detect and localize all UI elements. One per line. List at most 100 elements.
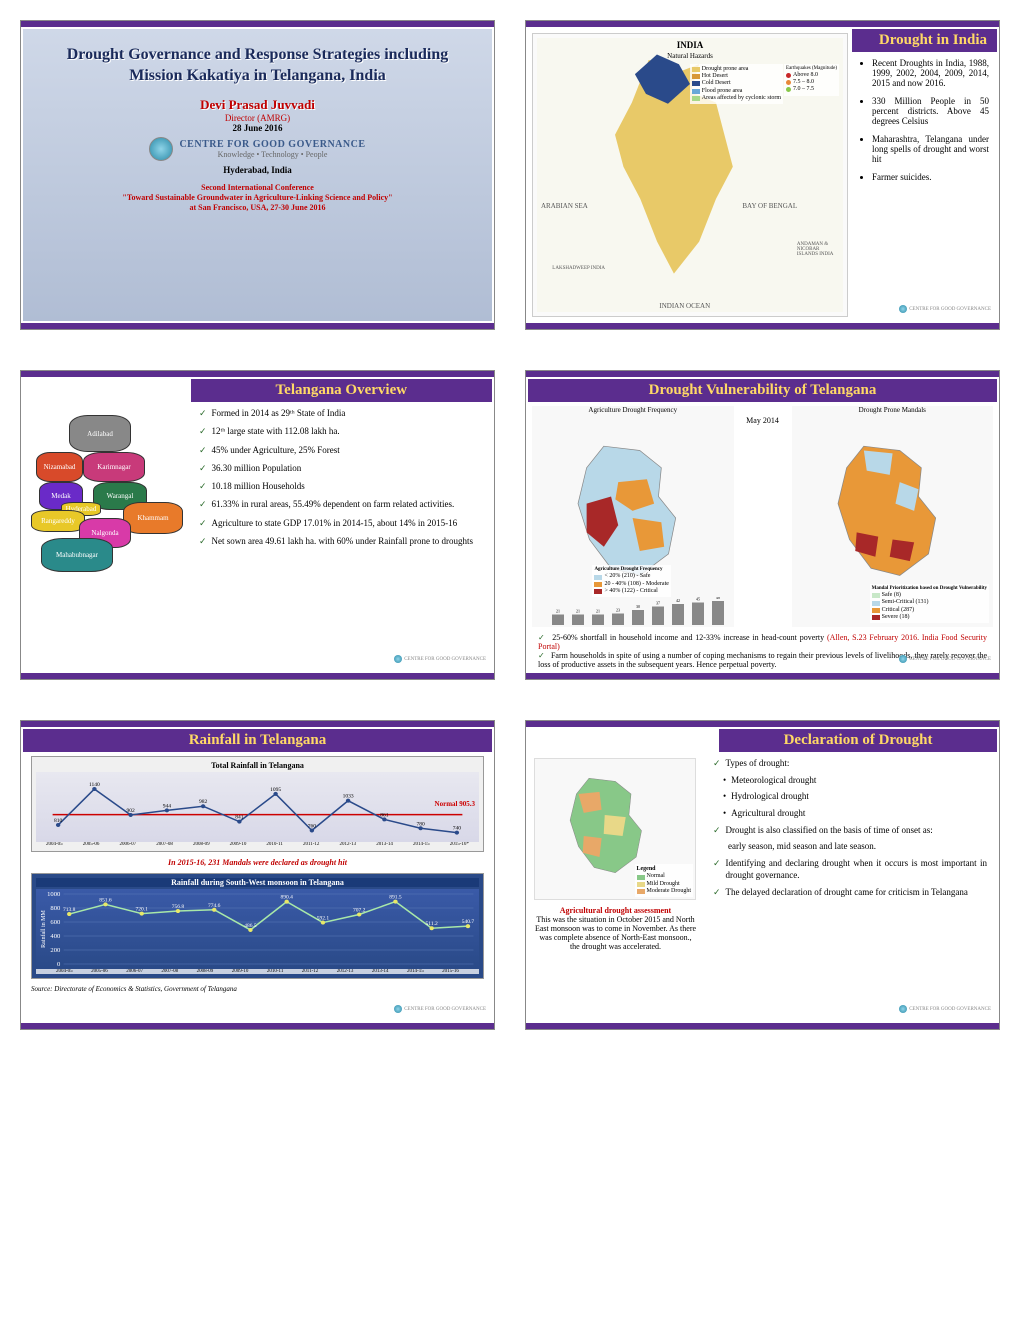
svg-text:740: 740 — [453, 826, 462, 832]
drought-note: In 2015-16, 231 Mandals were declared as… — [23, 858, 492, 867]
svg-text:1000: 1000 — [47, 891, 60, 898]
district-rangareddy: Rangareddy — [31, 510, 85, 532]
svg-text:982: 982 — [199, 799, 208, 805]
svg-text:37: 37 — [656, 601, 660, 606]
district-khammam: Khammam — [123, 502, 183, 534]
svg-text:21: 21 — [556, 609, 560, 614]
map-left-title: Agriculture Drought Frequency — [532, 406, 734, 414]
map-drought-prone: Drought Prone Mandals Mandal Prioritizat… — [792, 406, 994, 627]
svg-text:511.2: 511.2 — [426, 921, 439, 927]
overview-item: ✓Net sown area 49.61 lakh ha. with 60% u… — [199, 536, 482, 547]
svg-text:720.1: 720.1 — [135, 907, 148, 913]
svg-text:1033: 1033 — [343, 794, 354, 800]
overview-list: ✓Formed in 2014 as 29ᵗʰ State of India✓1… — [199, 402, 492, 671]
legend-frequency: Agriculture Drought Frequency< 20% (210)… — [592, 565, 670, 597]
overview-item: ✓36.30 million Population — [199, 463, 482, 474]
svg-text:800: 800 — [50, 905, 60, 912]
slide-telangana-overview: Telangana Overview AdilabadNizamabadKari… — [20, 370, 495, 680]
map-drought-frequency: Agriculture Drought Frequency Agricultur… — [532, 406, 734, 627]
normal-label: Normal 905.3 — [435, 800, 475, 808]
svg-text:400: 400 — [50, 933, 60, 940]
label-andaman: ANDAMAN & NICOBAR ISLANDS INDIA — [797, 242, 837, 257]
header-telangana: Telangana Overview — [191, 379, 492, 402]
svg-text:944: 944 — [163, 804, 172, 810]
svg-text:890.4: 890.4 — [280, 895, 293, 901]
footer-logo: CENTRE FOR GOOD GOVERNANCE — [899, 305, 991, 313]
conf-line3: at San Francisco, USA, 27-30 June 2016 — [43, 203, 472, 213]
declaration-item: ✓Types of drought: — [713, 758, 987, 770]
map-right-title: Drought Prone Mandals — [792, 406, 994, 414]
bullet-list: Recent Droughts in India, 1988, 1999, 20… — [860, 58, 989, 182]
vulnerability-note: ✓ 25-60% shortfall in household income a… — [538, 633, 987, 651]
declaration-item: ✓The delayed declaration of drought came… — [713, 887, 987, 899]
svg-text:23: 23 — [616, 608, 620, 613]
svg-text:810: 810 — [54, 818, 63, 824]
map-subtitle: Natural Hazards — [667, 52, 713, 60]
declaration-item: •Hydrological drought — [713, 791, 987, 803]
svg-text:486.5: 486.5 — [244, 923, 257, 929]
svg-text:1140: 1140 — [89, 782, 100, 788]
district-mahabubnagar: Mahabubnagar — [41, 538, 113, 572]
svg-text:200: 200 — [50, 947, 60, 954]
overview-item: ✓45% under Agriculture, 25% Forest — [199, 445, 482, 456]
chart-total-rainfall: Total Rainfall in Telangana 810114090294… — [31, 756, 484, 852]
india-map: INDIA Natural Hazards ARABIAN SEA BAY OF… — [532, 33, 848, 317]
map-title: INDIA — [677, 40, 704, 50]
footer-logo: CENTRE FOR GOOD GOVERNANCE — [899, 1005, 991, 1013]
declaration-item: •Agricultural drought — [713, 808, 987, 820]
svg-text:592.1: 592.1 — [317, 916, 330, 922]
district-nizamabad: Nizamabad — [36, 452, 83, 482]
slide-title: Drought Governance and Response Strategi… — [20, 20, 495, 330]
location: Hyderabad, India — [43, 165, 472, 175]
legend-declaration: LegendNormalMild DroughtModerate Drought — [635, 864, 694, 897]
district-karimnagar: Karimnagar — [83, 452, 145, 482]
logo-icon — [149, 137, 173, 161]
author: Devi Prasad Juvvadi — [43, 97, 472, 113]
date: 28 June 2016 — [43, 123, 472, 133]
bullet-item: 330 Million People in 50 percent distric… — [872, 96, 989, 126]
declaration-item: ✓Drought is also classified on the basis… — [713, 825, 987, 837]
header-vulnerability: Drought Vulnerability of Telangana — [528, 379, 997, 402]
telangana-district-map: AdilabadNizamabadKarimnagarMedakWarangal… — [31, 410, 191, 590]
label-lakshadweep: LAKSHADWEEP INDIA — [552, 266, 605, 271]
declaration-item: early season, mid season and late season… — [713, 841, 987, 853]
declaration-map: LegendNormalMild DroughtModerate Drought — [534, 758, 696, 900]
svg-text:760: 760 — [308, 824, 317, 830]
conf-line1: Second International Conference — [43, 183, 472, 193]
svg-text:21: 21 — [576, 609, 580, 614]
overview-item: ✓12ᵗʰ large state with 112.08 lakh ha. — [199, 426, 482, 437]
conf-line2: "Toward Sustainable Groundwater in Agric… — [43, 193, 472, 203]
district-adilabad: Adilabad — [69, 415, 131, 452]
svg-text:21: 21 — [596, 609, 600, 614]
header-declaration: Declaration of Drought — [719, 729, 997, 752]
declaration-item: •Meteorological drought — [713, 775, 987, 787]
chart-sw-monsoon: Rainfall during South-West monsoon in Te… — [31, 873, 484, 979]
footer-logo: CENTRE FOR GOOD GOVERNANCE — [899, 655, 991, 663]
legend-prone: Mandal Prioritization based on Drought V… — [870, 584, 989, 623]
label-bay: BAY OF BENGAL — [742, 202, 797, 210]
declaration-list: ✓Types of drought: •Meteorological drough… — [703, 752, 997, 1021]
org-name: CENTRE FOR GOOD GOVERNANCE — [179, 139, 365, 150]
svg-text:1095: 1095 — [270, 787, 281, 793]
declaration-item: ✓Identifying and declaring drought when … — [713, 858, 987, 881]
slide-declaration: Declaration of Drought LegendNormalMi — [525, 720, 1000, 1030]
svg-text:707.2: 707.2 — [353, 908, 366, 914]
header-rainfall: Rainfall in Telangana — [23, 729, 492, 752]
legend-earthquakes: Earthquakes (Magnitude)Above 8.07.5 – 8.… — [784, 64, 839, 96]
svg-text:45: 45 — [696, 597, 700, 602]
svg-text:30: 30 — [636, 604, 640, 609]
label-ocean: INDIAN OCEAN — [659, 302, 710, 310]
chart1-title: Total Rainfall in Telangana — [36, 761, 479, 770]
slide-drought-india: INDIA Natural Hazards ARABIAN SEA BAY OF… — [525, 20, 1000, 330]
chart2-title: Rainfall during South-West monsoon in Te… — [36, 878, 479, 887]
slide-rainfall: Rainfall in Telangana Total Rainfall in … — [20, 720, 495, 1030]
caption-text: This was the situation in October 2015 a… — [534, 915, 697, 951]
bullet-item: Maharashtra, Telangana under long spells… — [872, 134, 989, 164]
svg-text:Rainfall in MM: Rainfall in MM — [40, 910, 47, 948]
svg-text:851.6: 851.6 — [99, 898, 112, 904]
svg-text:756.8: 756.8 — [172, 904, 185, 910]
caption-red: Agricultural drought assessment — [534, 906, 697, 915]
header-drought-india: Drought in India — [852, 29, 997, 52]
org-tag: Knowledge • Technology • People — [179, 150, 365, 159]
vulnerability-notes: ✓ 25-60% shortfall in household income a… — [528, 631, 997, 671]
